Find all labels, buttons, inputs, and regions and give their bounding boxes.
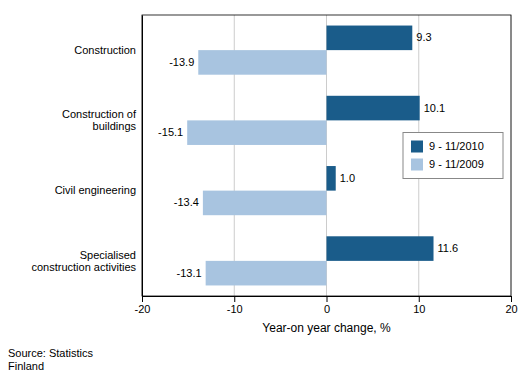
tick: Civil engineering <box>55 184 142 196</box>
tick-label: -10 <box>227 303 243 315</box>
tick-mark <box>419 296 420 302</box>
chart: 11.6 1.0 10.1 9.3 -13.1 -13.4 -15.1 -13.9 -20 -10… <box>0 0 526 378</box>
tick-label: 20 <box>505 303 517 315</box>
axis-line <box>143 297 512 303</box>
legend-label: 9 - 11/2010 <box>429 140 484 152</box>
tick-mark <box>511 296 512 302</box>
bar <box>327 26 413 51</box>
legend-swatch <box>411 159 423 171</box>
data-label: 11.6 <box>438 242 459 254</box>
tick: -20 <box>135 296 151 315</box>
x-axis-title: Year-on year change, % <box>262 321 391 335</box>
tick: Construction <box>74 44 142 56</box>
text-line: buildings <box>93 120 137 132</box>
legend: 9 - 11/2010 9 - 11/2009 <box>403 133 503 179</box>
tick: -10 <box>227 296 243 315</box>
text-line: Specialised <box>80 249 136 261</box>
annotation: Source: StatisticsFinland <box>8 347 93 372</box>
x-axis: -20 -10 0 10 20 <box>135 296 518 315</box>
tick-label: 0 <box>324 303 330 315</box>
tick-label: Specialisedconstruction activities <box>31 249 136 273</box>
series <box>327 26 434 261</box>
tick-label: -20 <box>135 303 151 315</box>
grid <box>142 15 511 296</box>
bars <box>187 26 433 286</box>
tick-label: Construction <box>74 44 136 56</box>
tick-label: Civil engineering <box>55 184 136 196</box>
series <box>187 50 326 285</box>
tick: 0 <box>324 296 330 315</box>
text-line: Construction of <box>62 108 137 120</box>
text-line: construction activities <box>31 261 136 273</box>
tick-label: Construction ofbuildings <box>62 108 137 132</box>
bar <box>327 96 420 121</box>
tick-label: 10 <box>413 303 425 315</box>
data-label: 9.3 <box>416 31 431 43</box>
text-line: Source: Statistics <box>8 347 93 359</box>
data-label: 1.0 <box>340 172 355 184</box>
data-label: -13.1 <box>177 267 202 279</box>
data-label: 10.1 <box>424 102 445 114</box>
text-line: Construction <box>74 44 136 56</box>
text-line: Finland <box>8 360 44 372</box>
bar <box>187 120 326 145</box>
tick: Specialisedconstruction activities <box>31 249 142 273</box>
tick-mark <box>142 296 143 302</box>
bar <box>327 166 336 191</box>
legend-item: 9 - 11/2010 <box>411 140 484 152</box>
tick: Construction ofbuildings <box>62 108 142 132</box>
bar <box>327 236 434 261</box>
tick-mark <box>234 296 235 302</box>
data-label: -13.4 <box>174 196 199 208</box>
axis-line <box>142 16 143 297</box>
tick-mark <box>327 296 328 302</box>
y-axis: Construction Construction ofbuildings Civi… <box>31 16 142 297</box>
legend-label: 9 - 11/2009 <box>429 158 484 170</box>
legend-item: 9 - 11/2009 <box>411 158 484 170</box>
tick: 10 <box>413 296 425 315</box>
plot: 11.6 1.0 10.1 9.3 -13.1 -13.4 -15.1 -13.9 -20 -10… <box>31 15 517 315</box>
data-label: -15.1 <box>158 126 183 138</box>
bar <box>206 261 327 286</box>
legend-box <box>403 133 503 179</box>
plot-frame <box>142 15 511 296</box>
data-label: -13.9 <box>169 56 194 68</box>
legend-swatch <box>411 141 423 153</box>
bar <box>203 191 327 216</box>
text-line: Civil engineering <box>55 184 136 196</box>
bar <box>198 50 326 75</box>
tick: 20 <box>505 296 517 315</box>
